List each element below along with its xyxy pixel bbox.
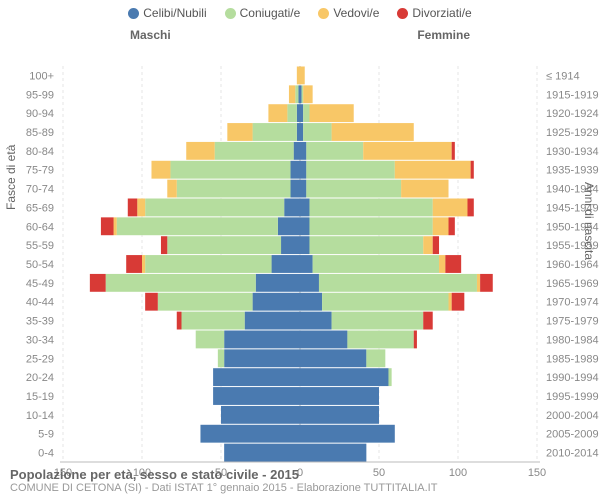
svg-text:1925-1929: 1925-1929 (546, 127, 599, 139)
svg-text:75-79: 75-79 (26, 165, 54, 177)
svg-text:95-99: 95-99 (26, 89, 54, 101)
svg-text:2000-2004: 2000-2004 (546, 410, 599, 422)
svg-text:85-89: 85-89 (26, 127, 54, 139)
chart-subtitle: COMUNE DI CETONA (SI) - Dati ISTAT 1° ge… (10, 482, 437, 494)
svg-text:≤ 1914: ≤ 1914 (546, 70, 580, 82)
legend-item-divorced: Divorziati/e (397, 6, 471, 20)
svg-text:90-94: 90-94 (26, 108, 54, 120)
svg-text:100: 100 (449, 467, 467, 479)
svg-text:70-74: 70-74 (26, 184, 54, 196)
legend-label: Vedovi/e (333, 6, 379, 20)
y-axis-right-title: Anni di nascita (582, 182, 596, 260)
svg-text:100+: 100+ (29, 70, 54, 82)
svg-text:1995-1999: 1995-1999 (546, 391, 599, 403)
svg-text:15-19: 15-19 (26, 391, 54, 403)
svg-text:40-44: 40-44 (26, 297, 54, 309)
svg-text:1965-1969: 1965-1969 (546, 278, 599, 290)
header-female: Femmine (417, 28, 470, 42)
svg-text:1985-1989: 1985-1989 (546, 353, 599, 365)
svg-text:1930-1934: 1930-1934 (546, 146, 599, 158)
legend-label: Coniugati/e (240, 6, 301, 20)
svg-text:45-49: 45-49 (26, 278, 54, 290)
svg-text:35-39: 35-39 (26, 316, 54, 328)
header-male: Maschi (130, 28, 171, 42)
svg-text:1980-1984: 1980-1984 (546, 334, 599, 346)
svg-text:1975-1979: 1975-1979 (546, 316, 599, 328)
svg-text:80-84: 80-84 (26, 146, 54, 158)
legend-swatch (318, 8, 329, 19)
svg-text:1920-1924: 1920-1924 (546, 108, 599, 120)
svg-text:30-34: 30-34 (26, 334, 54, 346)
svg-text:2010-2014: 2010-2014 (546, 448, 599, 460)
pyramid-svg: 100+ ≤ 1914 95-99 1915-1919 90-94 1920-1924 85… (0, 22, 600, 482)
legend-item-single: Celibi/Nubili (128, 6, 206, 20)
legend-label: Divorziati/e (412, 6, 471, 20)
y-axis-left-title: Fasce di età (4, 145, 18, 210)
legend-label: Celibi/Nubili (143, 6, 206, 20)
svg-text:1915-1919: 1915-1919 (546, 89, 599, 101)
svg-text:60-64: 60-64 (26, 221, 54, 233)
legend-item-married: Coniugati/e (225, 6, 301, 20)
svg-text:1990-1994: 1990-1994 (546, 372, 599, 384)
legend-swatch (225, 8, 236, 19)
svg-text:2005-2009: 2005-2009 (546, 429, 599, 441)
svg-text:55-59: 55-59 (26, 240, 54, 252)
svg-text:1935-1939: 1935-1939 (546, 165, 599, 177)
svg-text:20-24: 20-24 (26, 372, 54, 384)
legend: Celibi/Nubili Coniugati/e Vedovi/e Divor… (0, 0, 600, 22)
legend-swatch (128, 8, 139, 19)
svg-text:150: 150 (528, 467, 546, 479)
svg-text:1970-1974: 1970-1974 (546, 297, 599, 309)
chart-title: Popolazione per età, sesso e stato civil… (10, 467, 437, 482)
svg-text:5-9: 5-9 (38, 429, 54, 441)
svg-text:65-69: 65-69 (26, 202, 54, 214)
legend-item-widowed: Vedovi/e (318, 6, 379, 20)
svg-text:0-4: 0-4 (38, 448, 54, 460)
svg-text:25-29: 25-29 (26, 353, 54, 365)
footer: Popolazione per età, sesso e stato civil… (10, 467, 437, 494)
chart-container: { "chart": { "type": "population-pyramid… (0, 0, 600, 500)
legend-swatch (397, 8, 408, 19)
svg-text:10-14: 10-14 (26, 410, 54, 422)
svg-text:1960-1964: 1960-1964 (546, 259, 599, 271)
svg-text:50-54: 50-54 (26, 259, 54, 271)
